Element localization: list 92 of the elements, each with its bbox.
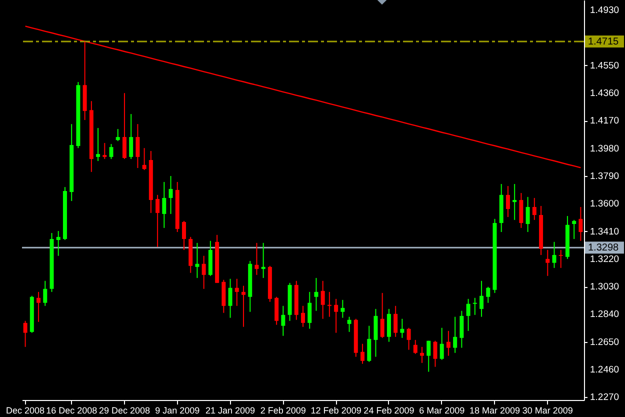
candlestick <box>254 242 259 276</box>
x-tick-label: 9 Jan 2009 <box>155 406 200 416</box>
candlestick <box>374 308 378 358</box>
candlestick <box>308 291 312 330</box>
candlestick <box>532 197 536 220</box>
candlestick <box>281 305 286 336</box>
candlestick <box>426 340 431 372</box>
x-tick-label: Dec 2008 <box>6 406 45 416</box>
candlestick <box>234 278 239 306</box>
candlestick <box>274 296 279 326</box>
candlestick <box>156 194 160 248</box>
candlestick <box>460 310 464 348</box>
candlestick <box>162 181 166 228</box>
candlestick <box>433 340 438 368</box>
ref-line-label: 1.3298 <box>588 242 620 254</box>
candlestick <box>526 196 530 232</box>
candlestick <box>480 280 484 318</box>
candlestick <box>202 255 206 290</box>
y-tick-label: 1.3600 <box>590 198 620 210</box>
candlestick <box>109 144 114 160</box>
candlestick <box>222 279 226 314</box>
candlestick <box>413 339 418 354</box>
candlestick <box>36 291 41 322</box>
candlestick <box>261 242 266 278</box>
candlestick <box>512 184 517 220</box>
candlestick <box>96 128 100 162</box>
candlestick <box>23 320 28 348</box>
candlestick <box>572 219 576 240</box>
x-tick-label: 6 Mar 2009 <box>419 406 465 416</box>
candlestick <box>453 316 458 354</box>
y-tick-label: 1.2840 <box>590 309 620 320</box>
candlestick <box>56 230 60 256</box>
candlestick <box>241 285 246 328</box>
candlestick <box>552 241 556 268</box>
candlestick <box>406 327 411 350</box>
y-tick-label: 1.2270 <box>590 392 620 404</box>
candlestick <box>347 316 352 332</box>
candlestick <box>228 278 232 318</box>
x-tick-label: 12 Feb 2009 <box>310 406 362 416</box>
y-tick-label: 1.4170 <box>590 116 620 127</box>
y-tick-label: 1.4930 <box>590 5 620 16</box>
y-tick-label: 1.3410 <box>590 226 620 238</box>
candlestick <box>327 291 332 318</box>
candlestick <box>129 114 134 160</box>
x-tick-label: 16 Dec 2008 <box>46 406 98 416</box>
candlestick <box>446 330 450 356</box>
candlestick <box>142 148 146 171</box>
y-tick-label: 1.3980 <box>590 143 620 154</box>
candlestick <box>472 297 477 316</box>
candlestick <box>360 343 365 364</box>
candlestick <box>466 298 470 332</box>
x-tick-label: 29 Dec 2008 <box>98 406 150 416</box>
x-tick-label: 18 Mar 2009 <box>469 406 520 416</box>
candlestick <box>301 305 305 328</box>
x-tick-label: 30 Mar 2009 <box>522 406 573 416</box>
candlestick <box>546 249 550 276</box>
candlestick <box>486 286 490 304</box>
candlestick <box>400 318 404 338</box>
candlestick <box>420 346 424 364</box>
y-tick-label: 1.4550 <box>590 60 620 72</box>
candlestick <box>334 298 338 334</box>
candlestick <box>102 142 107 160</box>
x-tick-label: 2 Feb 2009 <box>260 406 306 416</box>
candlestick <box>314 277 318 312</box>
y-tick-label: 1.3220 <box>590 254 620 265</box>
candlestick <box>195 242 200 278</box>
candlestick <box>122 92 126 160</box>
y-tick-label: 1.3790 <box>590 171 620 182</box>
y-tick-label: 1.4360 <box>590 88 620 100</box>
candlestick <box>506 186 510 218</box>
candlestick <box>394 305 398 338</box>
candlestick <box>182 220 186 250</box>
candlestick <box>380 292 384 338</box>
y-tick-label: 1.2650 <box>590 336 620 348</box>
x-tick-label: 21 Jan 2009 <box>205 406 256 416</box>
y-tick-label: 1.2460 <box>590 364 620 376</box>
candlestick <box>136 124 140 168</box>
y-tick-label: 1.3030 <box>590 282 620 293</box>
candlestick <box>440 327 444 360</box>
candlestick <box>386 308 391 342</box>
x-tick-label: 24 Feb 2009 <box>364 406 414 416</box>
candlestick <box>340 299 345 318</box>
candlestick <box>43 280 48 306</box>
candlestick <box>519 192 524 228</box>
line-series <box>24 26 582 168</box>
candlestick <box>578 206 583 242</box>
candlestick <box>558 249 563 268</box>
candlestick <box>367 325 372 362</box>
candlestick <box>168 176 173 214</box>
candlestick <box>320 280 325 320</box>
ref-line-label: 1.4715 <box>588 36 620 48</box>
candlestick <box>116 128 120 142</box>
